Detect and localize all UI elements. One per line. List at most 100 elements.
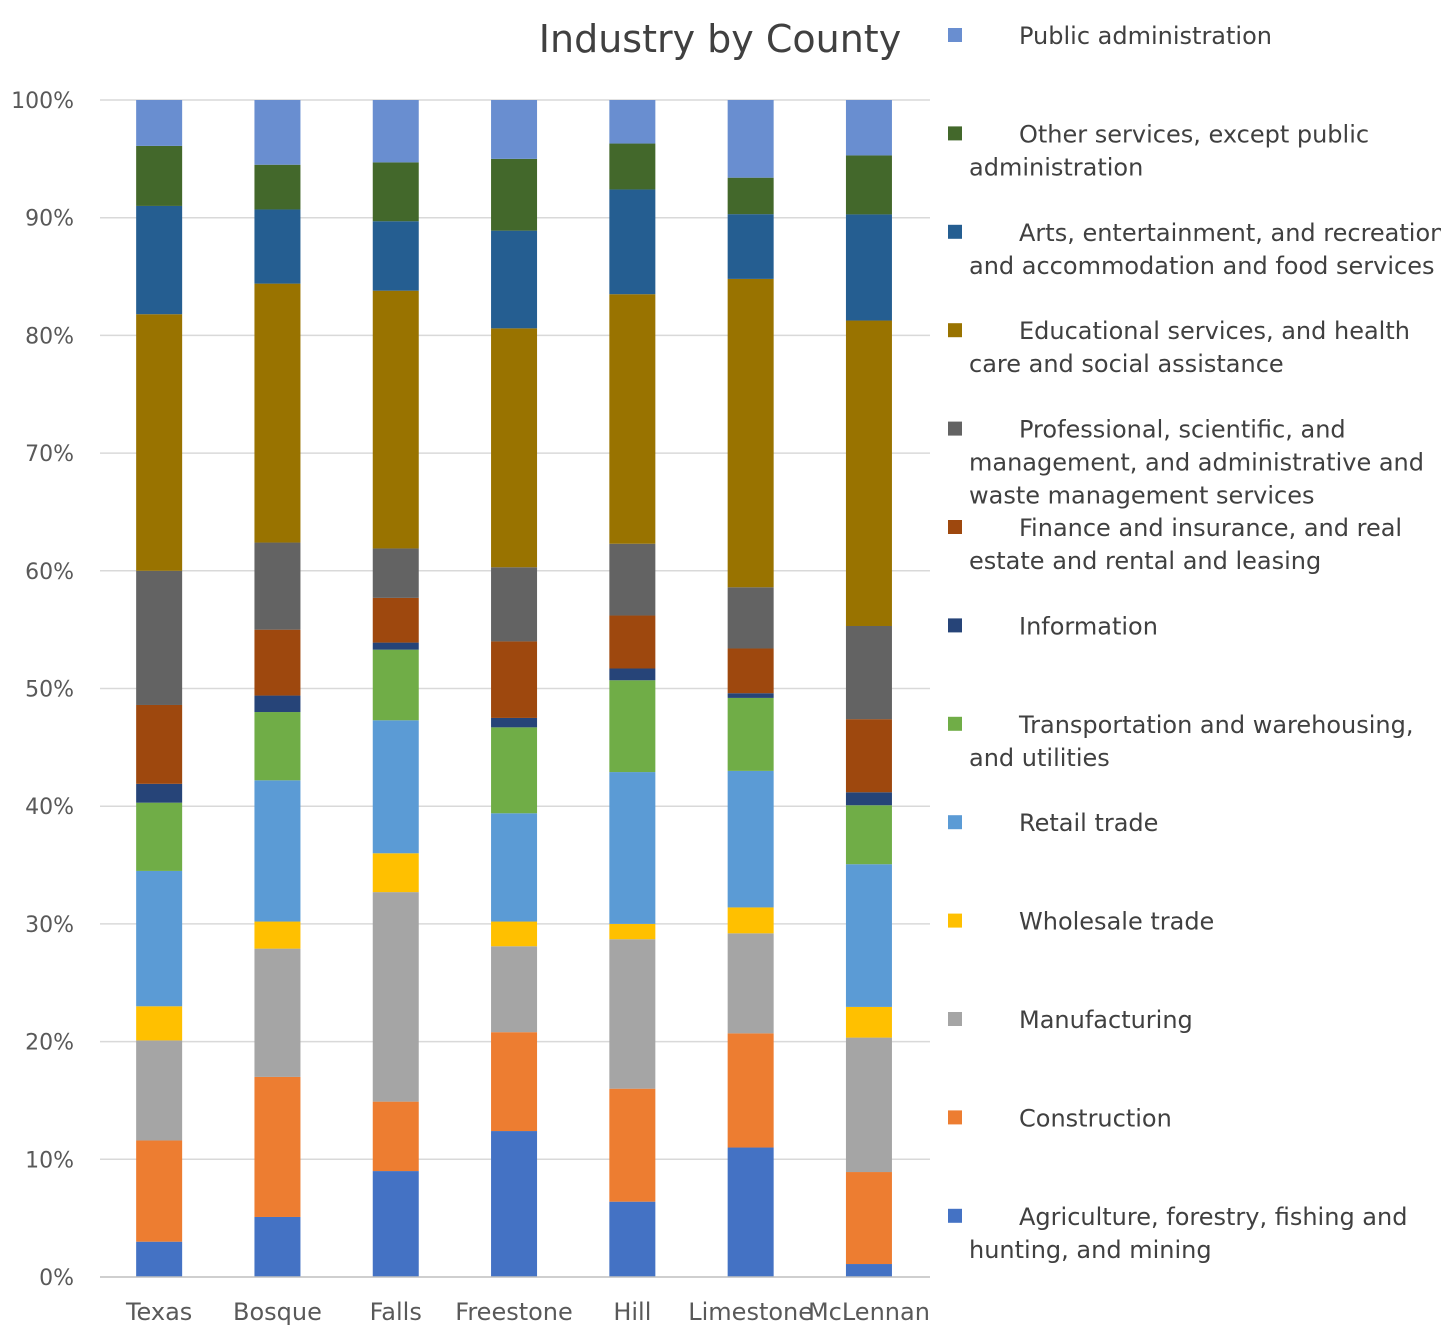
bar-segment xyxy=(254,629,301,696)
legend-item: Educational services, and health care and… xyxy=(948,317,1410,378)
y-tick-label: 30% xyxy=(25,913,74,938)
x-axis-category-labels: Texas Bosque Falls Freestone Hill LimestoneMc… xyxy=(125,1298,930,1326)
bar-stack-texas xyxy=(136,100,183,1277)
bar-segment xyxy=(491,727,538,814)
legend-swatch xyxy=(948,126,962,141)
y-tick-label: 80% xyxy=(25,324,74,349)
bar-segment xyxy=(609,143,656,190)
bar-segment xyxy=(609,100,656,144)
bar-segment xyxy=(254,542,301,630)
y-tick-label: 90% xyxy=(25,207,74,232)
bar-stack-bosque xyxy=(254,100,301,1277)
bar-segment xyxy=(491,717,538,728)
bar-segment xyxy=(727,648,774,694)
bar-segment xyxy=(845,1172,892,1265)
y-axis-tick-labels: 0% 10% 20% 30% 40% 50% 60% 70% 80% 90% 100% xyxy=(11,89,74,1291)
legend-label: Information xyxy=(1019,612,1158,640)
legend-label: Professional, scientific, and xyxy=(1019,416,1346,444)
bar-segment xyxy=(136,570,183,705)
bar-segment xyxy=(372,1101,419,1172)
bar-segment xyxy=(845,864,892,1007)
bar-segment xyxy=(609,615,656,669)
bar-segment xyxy=(372,1171,419,1277)
legend-swatch xyxy=(948,224,962,239)
bar-stack-mclennan xyxy=(845,100,892,1277)
legend-swatch xyxy=(948,323,962,338)
bar-segment xyxy=(727,100,774,178)
legend-label: Wholesale trade xyxy=(1019,908,1214,936)
bar-segment xyxy=(254,164,301,210)
legend-item: Arts, entertainment, and recreation, and … xyxy=(948,219,1441,280)
bar-segment xyxy=(136,783,183,803)
bar-stack-hill xyxy=(609,100,656,1277)
bar-segment xyxy=(372,100,419,163)
legend-item: Other services, except public administrat… xyxy=(948,120,1369,181)
bar-segment xyxy=(372,290,419,549)
legend-label: management, and administrative and xyxy=(969,449,1424,477)
legend-item: Transportation and warehousing, and utili… xyxy=(948,711,1414,772)
bar-segment xyxy=(254,283,301,543)
bar-segment xyxy=(136,870,183,1007)
bar-segment xyxy=(136,1140,183,1242)
bar-segment xyxy=(727,278,774,588)
bar-segment xyxy=(254,948,301,1077)
bar-segment xyxy=(609,923,656,940)
legend-item: Public administration xyxy=(948,22,1272,50)
bar-segment xyxy=(136,145,183,206)
bar-segment xyxy=(609,668,656,681)
legend-label: Construction xyxy=(1019,1104,1172,1132)
x-category-label: McLennan xyxy=(808,1298,930,1326)
bar-segment xyxy=(136,314,183,571)
bar-segment xyxy=(727,587,774,649)
bar-segment xyxy=(609,1088,656,1202)
legend-label: Educational services, and health xyxy=(1019,317,1410,345)
legend-swatch xyxy=(948,618,962,633)
bar-segment xyxy=(372,720,419,854)
y-tick-label: 50% xyxy=(25,678,74,703)
legend: Public administration Other services, exc… xyxy=(948,22,1441,1264)
legend-swatch xyxy=(948,716,962,731)
bar-segment xyxy=(491,100,538,159)
legend-item: Information xyxy=(948,612,1158,640)
x-category-label: Texas xyxy=(125,1298,192,1326)
bar-stack-falls xyxy=(372,100,419,1277)
bar-segment xyxy=(845,1006,892,1038)
legend-item: Professional, scientific, and management,… xyxy=(948,416,1424,510)
legend-label: Finance and insurance, and real xyxy=(1019,514,1402,542)
legend-label: hunting, and mining xyxy=(969,1236,1212,1264)
legend-label: Transportation and warehousing, xyxy=(1018,711,1414,739)
chart-title: Industry by County xyxy=(539,17,901,61)
bar-segment xyxy=(491,813,538,922)
bar-segment xyxy=(254,1076,301,1217)
legend-label: Retail trade xyxy=(1019,809,1158,837)
legend-swatch xyxy=(948,913,962,928)
y-tick-label: 70% xyxy=(25,442,74,467)
bar-segment xyxy=(491,1131,538,1277)
bar-segment xyxy=(254,1216,301,1277)
bar-segment xyxy=(845,155,892,215)
legend-label: Other services, except public xyxy=(1019,120,1369,148)
bar-segment xyxy=(845,625,892,720)
bar-segment xyxy=(254,695,301,713)
bar-segment xyxy=(845,100,892,156)
bar-segment xyxy=(845,805,892,865)
bar-segment xyxy=(609,543,656,616)
bar-segment xyxy=(727,907,774,934)
y-tick-label: 10% xyxy=(25,1148,74,1173)
bar-segment xyxy=(136,1040,183,1141)
legend-item: Wholesale trade xyxy=(948,908,1214,936)
bar-segment xyxy=(727,1147,774,1277)
bar-segment xyxy=(609,772,656,924)
bar-segment xyxy=(491,641,538,718)
bar-segment xyxy=(136,802,183,871)
bar-segment xyxy=(491,567,538,642)
bar-stack-limestone xyxy=(727,100,774,1277)
bar-segment xyxy=(609,680,656,773)
bar-segment xyxy=(845,1264,892,1277)
bar-segment xyxy=(254,780,301,922)
bar-segment xyxy=(491,230,538,329)
x-category-label: Hill xyxy=(613,1298,651,1326)
bar-segment xyxy=(254,209,301,284)
